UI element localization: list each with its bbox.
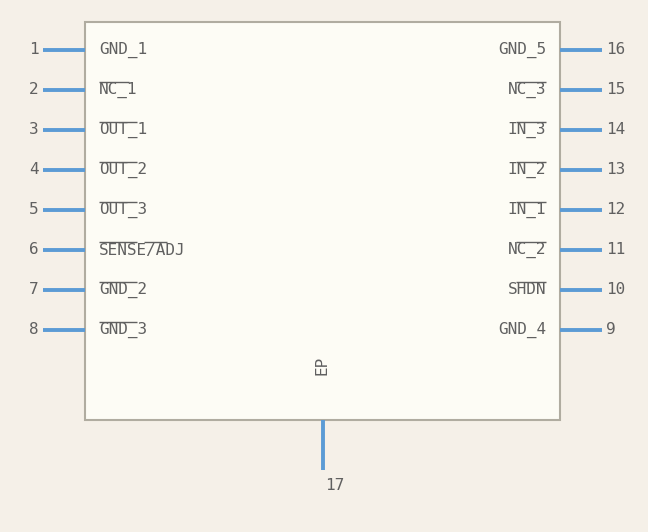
- Text: GND_3: GND_3: [99, 322, 147, 338]
- Text: 17: 17: [325, 478, 344, 493]
- Text: GND_2: GND_2: [99, 282, 147, 298]
- Text: NC_1: NC_1: [99, 82, 137, 98]
- Text: 14: 14: [606, 122, 625, 137]
- Text: IN_3: IN_3: [507, 122, 546, 138]
- Text: 3: 3: [29, 122, 39, 137]
- Text: 4: 4: [29, 162, 39, 178]
- Text: 2: 2: [29, 82, 39, 97]
- Text: SHDN: SHDN: [507, 282, 546, 297]
- Text: EP: EP: [315, 355, 330, 375]
- Text: 8: 8: [29, 322, 39, 337]
- Text: IN_1: IN_1: [507, 202, 546, 218]
- Text: GND_5: GND_5: [498, 42, 546, 58]
- Text: NC_3: NC_3: [507, 82, 546, 98]
- Text: GND_4: GND_4: [498, 322, 546, 338]
- Text: 1: 1: [29, 43, 39, 57]
- Bar: [85, 22, 560, 420]
- Text: SENSE/ADJ: SENSE/ADJ: [99, 243, 185, 257]
- Text: 12: 12: [606, 203, 625, 218]
- Text: 10: 10: [606, 282, 625, 297]
- Text: IN_2: IN_2: [507, 162, 546, 178]
- Text: 6: 6: [29, 243, 39, 257]
- Text: OUT_3: OUT_3: [99, 202, 147, 218]
- Text: 13: 13: [606, 162, 625, 178]
- Text: NC_2: NC_2: [507, 242, 546, 258]
- Text: 7: 7: [29, 282, 39, 297]
- Text: 5: 5: [29, 203, 39, 218]
- Text: 15: 15: [606, 82, 625, 97]
- Text: OUT_1: OUT_1: [99, 122, 147, 138]
- Text: 16: 16: [606, 43, 625, 57]
- Text: OUT_2: OUT_2: [99, 162, 147, 178]
- Text: 11: 11: [606, 243, 625, 257]
- Text: 9: 9: [606, 322, 616, 337]
- Text: GND_1: GND_1: [99, 42, 147, 58]
